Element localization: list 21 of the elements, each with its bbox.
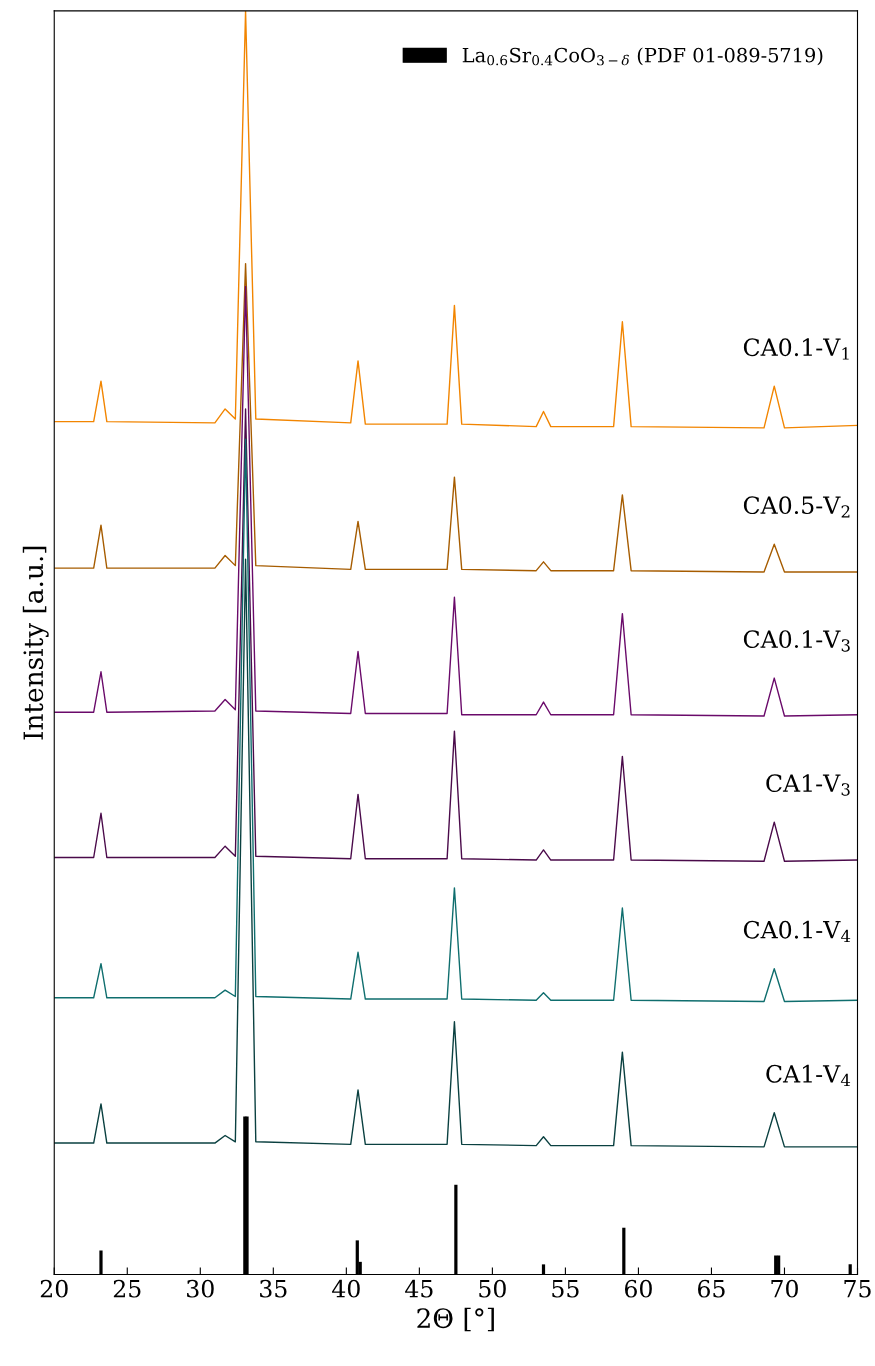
x-tick-label: 65 bbox=[698, 1279, 725, 1298]
series-label: CA1-V$_{3}$ bbox=[766, 774, 850, 796]
series-label: CA1-V$_{4}$ bbox=[766, 1064, 851, 1087]
x-tick-label: 75 bbox=[844, 1280, 871, 1298]
legend-label: La$_{0.6}$Sr$_{0.4}$CoO$_{3−δ}$ (PDF 01-089-5719) bbox=[462, 47, 823, 66]
x-tick-label: 25 bbox=[113, 1279, 141, 1298]
x-tick-label: 45 bbox=[405, 1279, 433, 1298]
x-tick-label: 30 bbox=[187, 1279, 214, 1298]
series-label: CA0.5-V$_{2}$ bbox=[743, 496, 850, 518]
series-label: CA0.1-V$_{1}$ bbox=[743, 338, 849, 360]
x-tick-label: 50 bbox=[479, 1279, 506, 1298]
x-axis-title: 2Θ [°] bbox=[417, 1307, 494, 1332]
x-tick-label: 55 bbox=[552, 1280, 579, 1298]
x-tick-label: 70 bbox=[771, 1279, 798, 1298]
x-tick-label: 20 bbox=[40, 1279, 68, 1298]
x-tick-label: 60 bbox=[624, 1279, 652, 1298]
series-label: CA0.1-V$_{3}$ bbox=[743, 630, 850, 652]
x-tick-label: 35 bbox=[260, 1279, 287, 1298]
series-label: CA0.1-V$_{4}$ bbox=[743, 920, 851, 943]
x-tick-label: 40 bbox=[332, 1279, 360, 1298]
y-axis-title: Intensity [a.u.] bbox=[22, 546, 49, 740]
